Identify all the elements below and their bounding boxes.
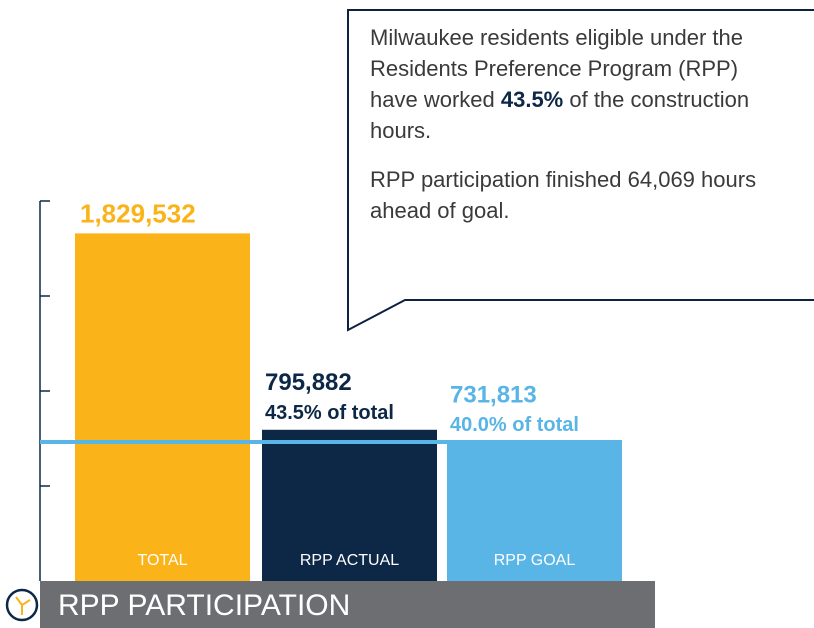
- callout-note: RPP participation finished 64,069 hours …: [370, 167, 757, 223]
- share-label: 43.5% of total: [265, 402, 394, 424]
- callout-box: [347, 9, 814, 332]
- footer-bar: [40, 581, 655, 628]
- callout: Milwaukee residents eligible under the R…: [370, 22, 765, 244]
- x-tick-label: TOTAL: [137, 552, 187, 569]
- x-tick-label: RPP GOAL: [494, 552, 576, 569]
- callout-text: Milwaukee residents eligible under the R…: [370, 22, 765, 146]
- x-tick-label: RPP ACTUAL: [300, 552, 399, 569]
- clock-hands: [15, 596, 31, 615]
- bar: [262, 429, 437, 581]
- share-label: 40.0% of total: [450, 414, 579, 436]
- chart-title: RPP PARTICIPATION: [58, 589, 350, 622]
- callout-text-after: of the construction hours.: [370, 87, 750, 143]
- value-label: 731,813: [450, 381, 537, 408]
- bar: [75, 233, 250, 581]
- value-label: 795,882: [265, 369, 352, 396]
- callout-text-before: Milwaukee residents eligible under the R…: [370, 25, 743, 112]
- bar: [447, 441, 622, 581]
- value-label: 1,829,532: [80, 198, 196, 228]
- callout-highlight: 43.5%: [500, 87, 564, 112]
